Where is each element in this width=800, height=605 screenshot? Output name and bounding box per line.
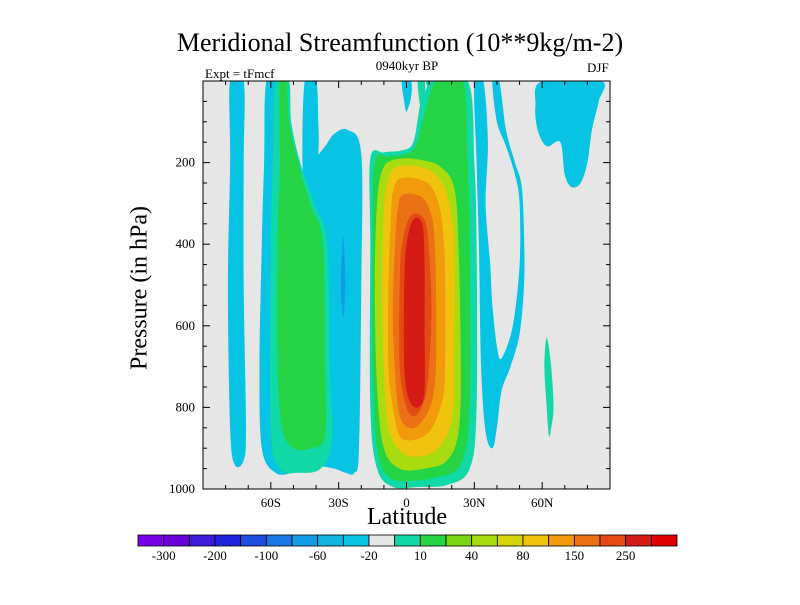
contour-sh-lower-negative-core: [340, 236, 346, 318]
x-axis-label: Latitude: [367, 504, 447, 530]
contour-nh-top-small-cyan: [401, 81, 412, 112]
x-tick-label: 60S: [261, 495, 281, 510]
season-label: DJF: [587, 60, 609, 75]
colorbar-box: [240, 534, 267, 547]
colorbar-box: [650, 534, 678, 547]
colorbar-label: -100: [254, 548, 278, 563]
colorbar-box: [163, 534, 190, 547]
x-tick-label: 30S: [329, 495, 349, 510]
x-tick-label: 30N: [463, 495, 486, 510]
colorbar-label: -200: [203, 548, 227, 563]
y-tick-label: 600: [176, 318, 196, 333]
colorbar-box: [265, 534, 293, 547]
experiment-label: Expt = tFmcf: [205, 66, 275, 81]
colorbar-label: 40: [465, 548, 478, 563]
colorbar-box: [394, 534, 421, 547]
contour-nh-deep-green-spot: [544, 338, 554, 437]
contour-sh-far-south-negative-cell: [227, 81, 246, 468]
x-tick-label: 60N: [531, 495, 554, 510]
y-tick-label: 200: [176, 155, 196, 170]
colorbar: -300 -200 -100 -60 -20 10 40 80 150 250: [137, 534, 678, 563]
colorbar-box: [317, 534, 344, 547]
colorbar-box: [342, 534, 370, 547]
colorbar-label: 150: [565, 548, 585, 563]
colorbar-box: [625, 534, 652, 547]
colorbar-box: [214, 534, 242, 547]
colorbar-label: 80: [517, 548, 530, 563]
contour-sh-positive-green-core: [277, 81, 327, 451]
colorbar-box: [419, 534, 447, 547]
x-tick-label: 0: [403, 495, 410, 510]
y-tick-label: 1000: [169, 481, 195, 496]
contour-nh-red-core: [403, 217, 426, 408]
contour-sh-upper-negative-patch: [302, 81, 319, 196]
colorbar-box: [599, 534, 627, 547]
colorbar-box: [573, 534, 601, 547]
period-label: 0940kyr BP: [375, 58, 439, 73]
colorbar-box: [368, 534, 396, 547]
contour-nh-far-right-negative: [534, 81, 605, 188]
plot-area: [202, 80, 611, 490]
contour-nh-right-negative-band: [474, 81, 525, 449]
x-axis: 60S 30S 0 30N 60N: [202, 81, 611, 510]
colorbar-box: [471, 534, 498, 547]
colorbar-label: -20: [360, 548, 377, 563]
colorbar-label: 10: [414, 548, 427, 563]
y-axis-label: Pressure (in hPa): [126, 206, 153, 370]
colorbar-label: -300: [152, 548, 176, 563]
colorbar-box: [445, 534, 473, 547]
colorbar-box: [137, 534, 165, 547]
colorbar-box: [496, 534, 524, 547]
y-axis: 200 400 600 800 1000: [169, 80, 610, 496]
chart-title: Meridional Streamfunction (10**9kg/m-2): [176, 28, 624, 57]
colorbar-label: 250: [616, 548, 636, 563]
colorbar-box: [548, 534, 575, 547]
contour-nh-top-small-green: [417, 81, 426, 111]
colorbar-label: -60: [309, 548, 326, 563]
colorbar-box: [291, 534, 319, 547]
y-tick-label: 400: [176, 236, 196, 251]
y-tick-label: 800: [176, 399, 196, 414]
colorbar-box: [522, 534, 550, 547]
colorbar-box: [188, 534, 216, 547]
